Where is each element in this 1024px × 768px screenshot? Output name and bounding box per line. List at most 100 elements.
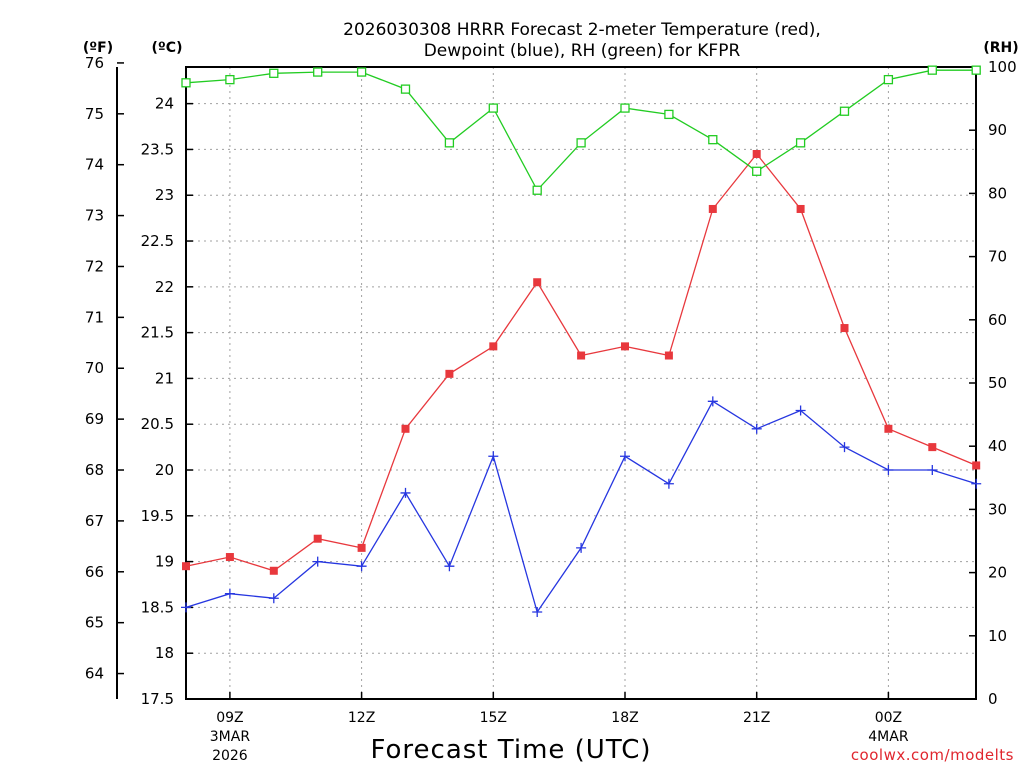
chart-title-line1: 2026030308 HRRR Forecast 2-meter Tempera… xyxy=(343,20,821,40)
rh-point xyxy=(532,185,542,195)
celsius-tick-label: 24 xyxy=(155,95,174,113)
celsius-tick-label: 17.5 xyxy=(141,690,174,708)
rh-point xyxy=(883,74,894,85)
fahrenheit-tick-label: 64 xyxy=(85,665,104,683)
celsius-tick-label: 21.5 xyxy=(141,324,174,342)
fahrenheit-tick-label: 67 xyxy=(85,512,104,530)
x-tick-label-hour: 15Z xyxy=(480,710,507,726)
x-tick-label-hour: 21Z xyxy=(743,710,770,726)
fahrenheit-tick-label: 68 xyxy=(85,461,104,479)
temperature-point xyxy=(752,150,761,159)
x-tick-label-hour: 00Z xyxy=(875,710,902,726)
rh-point xyxy=(356,67,367,77)
fahrenheit-tick-label: 71 xyxy=(85,308,104,326)
fahrenheit-tick-label: 73 xyxy=(85,207,104,225)
dewpoint-point xyxy=(532,606,543,617)
dewpoint-line xyxy=(185,400,977,614)
dewpoint-point xyxy=(488,451,499,462)
rh-line xyxy=(185,69,977,192)
tick-labels: 64 65 66 67 68 69 70 71 72 73 74 75 76 17.5 18 18.5 19 19… xyxy=(85,54,1017,764)
temperature-point xyxy=(313,534,322,543)
celsius-tick-label: 18.5 xyxy=(141,598,174,616)
temperature-point xyxy=(445,369,454,378)
temperature-point xyxy=(489,342,498,351)
rh-point xyxy=(400,84,411,94)
chart-title-line2: Dewpoint (blue), RH (green) for KFPR xyxy=(424,41,741,61)
celsius-tick-label: 22 xyxy=(155,278,174,296)
fahrenheit-tick-label: 75 xyxy=(85,105,104,123)
temperature-point xyxy=(928,443,937,452)
dewpoint-point xyxy=(576,542,587,553)
fahrenheit-tick-label: 69 xyxy=(85,410,104,428)
rh-point xyxy=(795,138,806,148)
fahrenheit-tick-label: 66 xyxy=(85,563,104,581)
temperature-point xyxy=(621,342,629,351)
celsius-tick-label: 20 xyxy=(155,461,174,479)
temperature-point xyxy=(225,553,234,562)
rh-point xyxy=(488,103,498,113)
dewpoint-point xyxy=(751,423,762,434)
rh-tick-label: 70 xyxy=(988,248,1007,266)
x-tick-label-year: 2026 xyxy=(212,748,248,764)
temperature-point xyxy=(884,424,893,433)
x-axis-label: Forecast Time (UTC) xyxy=(370,735,651,765)
x-tick-label-date: 4MAR xyxy=(868,729,909,745)
plot-frame xyxy=(185,66,977,700)
unit-rh-label: (RH) xyxy=(983,40,1018,56)
temperature-point xyxy=(796,204,805,213)
temperature-line xyxy=(185,152,977,572)
dewpoint-point xyxy=(663,478,674,489)
celsius-tick-label: 20.5 xyxy=(141,415,174,433)
celsius-tick-label: 19.5 xyxy=(141,507,174,525)
celsius-tick-label: 18 xyxy=(155,644,174,662)
dewpoint-point xyxy=(444,561,455,572)
temperature-point xyxy=(533,278,542,287)
dewpoint-point xyxy=(795,405,806,416)
rh-point xyxy=(927,65,937,75)
dewpoint-point xyxy=(839,442,850,453)
rh-point xyxy=(225,74,235,85)
dewpoint-point xyxy=(400,487,411,498)
fahrenheit-tick-label: 72 xyxy=(85,257,104,275)
dewpoint-point xyxy=(971,478,982,489)
dewpoint-point xyxy=(707,396,718,407)
fahrenheit-tick-label: 70 xyxy=(85,359,104,377)
dewpoint-point xyxy=(356,561,367,572)
axes xyxy=(116,62,977,700)
celsius-tick-label: 22.5 xyxy=(141,232,174,250)
dewpoint-point xyxy=(883,465,894,476)
x-tick-label-hour: 09Z xyxy=(216,710,243,726)
fahrenheit-tick-label: 74 xyxy=(85,156,104,174)
dewpoint-point xyxy=(224,588,235,599)
rh-point xyxy=(971,65,981,75)
rh-tick-label: 20 xyxy=(988,564,1007,582)
dewpoint-point xyxy=(268,593,279,604)
rh-point xyxy=(620,103,630,113)
fahrenheit-tick-label: 76 xyxy=(85,54,104,72)
temperature-point xyxy=(357,543,366,552)
source-credit: coolwx.com/modelts xyxy=(851,746,1014,764)
grid-lines xyxy=(186,67,976,700)
x-tick-label-date: 3MAR xyxy=(210,729,251,745)
rh-point xyxy=(664,109,674,120)
dewpoint-point xyxy=(927,465,938,476)
rh-point xyxy=(576,138,586,148)
unit-fahrenheit-label: (ºF) xyxy=(83,40,113,56)
dewpoint-point xyxy=(620,451,630,462)
rh-point xyxy=(839,106,850,116)
rh-tick-label: 0 xyxy=(988,690,998,708)
fahrenheit-tick-label: 65 xyxy=(85,614,104,632)
temperature-point xyxy=(708,204,717,213)
rh-point xyxy=(313,67,323,77)
dewpoint-point xyxy=(312,556,323,567)
rh-tick-label: 80 xyxy=(988,184,1007,202)
rh-point xyxy=(181,78,191,88)
data-series xyxy=(181,65,982,617)
celsius-tick-label: 21 xyxy=(155,369,174,387)
temperature-point xyxy=(972,461,981,470)
celsius-tick-label: 19 xyxy=(155,553,174,571)
temperature-point xyxy=(577,351,586,360)
rh-point xyxy=(269,68,279,78)
rh-tick-label: 50 xyxy=(988,374,1007,392)
